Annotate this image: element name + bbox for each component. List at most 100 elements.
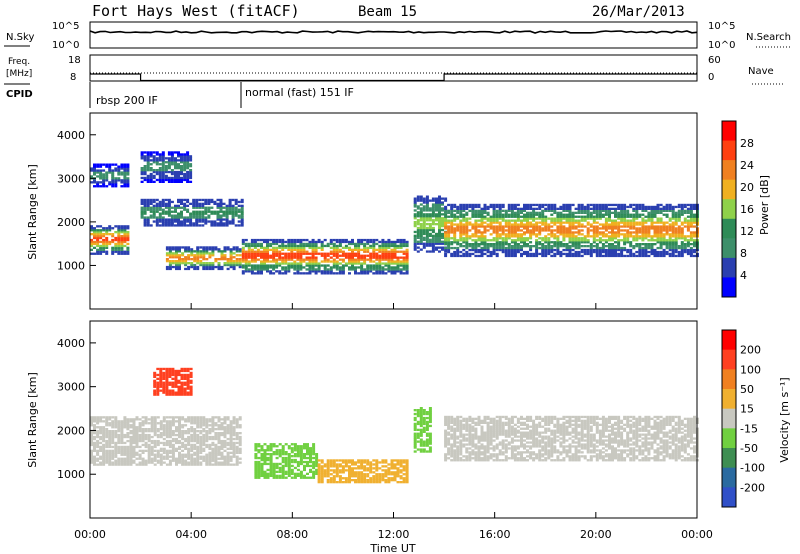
power-cell [238, 263, 242, 267]
power-cell [177, 163, 180, 166]
power-cell [580, 245, 584, 248]
velocity-cell [132, 433, 136, 437]
power-cell [526, 231, 529, 234]
power-cell [170, 210, 174, 213]
power-cell [604, 213, 608, 216]
velocity-cell [99, 416, 103, 419]
power-cell [638, 205, 642, 209]
velocity-cell [114, 449, 118, 452]
velocity-cell [108, 449, 112, 452]
power-cell [598, 239, 602, 242]
power-cell [222, 222, 226, 225]
velocity-cell [238, 432, 242, 435]
power-cell [459, 237, 463, 240]
power-cell [483, 237, 487, 240]
power-cell [302, 246, 306, 249]
power-cell [99, 177, 103, 180]
power-cell [541, 248, 545, 252]
power-cell [438, 205, 441, 208]
velocity-cell [165, 371, 169, 375]
velocity-cell [181, 453, 185, 456]
power-cell [489, 252, 493, 256]
power-cell [647, 207, 651, 210]
power-cell [317, 252, 321, 255]
power-cell [532, 229, 536, 232]
velocity-cell [102, 457, 106, 460]
power-cell [689, 205, 693, 209]
power-cell [468, 229, 472, 232]
velocity-cell [132, 441, 136, 445]
power-cell [435, 199, 438, 202]
power-cell [653, 252, 657, 256]
power-cell [231, 214, 235, 217]
velocity-cell [187, 449, 191, 452]
velocity-cell [96, 439, 100, 443]
velocity-cell [114, 455, 118, 458]
power-cell [574, 219, 578, 222]
velocity-cell [132, 451, 136, 454]
power-cell [152, 157, 156, 160]
power-cell [396, 244, 400, 248]
power-cell [105, 233, 109, 236]
power-cell [96, 229, 100, 232]
velocity-cell [141, 449, 145, 452]
power-cell [650, 243, 654, 246]
power-cell [196, 248, 200, 251]
power-cell [222, 214, 226, 217]
power-cell [547, 203, 551, 207]
power-cell [680, 211, 684, 214]
power-cell [214, 246, 218, 249]
power-cell [360, 264, 364, 267]
power-cell [614, 213, 617, 216]
velocity-cell [123, 453, 127, 456]
power-cell [207, 216, 211, 219]
power-cell [93, 173, 96, 176]
power-cell [465, 246, 469, 250]
power-cell [428, 199, 432, 202]
power-cell [577, 243, 581, 246]
velocity-cell [223, 461, 227, 464]
velocity-cell [159, 389, 163, 392]
velocity-cell [123, 445, 127, 449]
power-cell [604, 203, 608, 207]
power-cell [111, 185, 115, 188]
velocity-cell [153, 389, 157, 392]
power-cell [483, 221, 487, 224]
power-cell [529, 225, 533, 228]
power-cell [123, 238, 127, 242]
power-cell [155, 202, 159, 205]
power-cell [489, 215, 493, 218]
velocity-cell [202, 455, 206, 458]
power-cell [495, 217, 499, 220]
velocity-cell [254, 468, 258, 472]
velocity-cell [93, 463, 96, 466]
power-cell [344, 256, 348, 259]
power-cell [456, 217, 460, 220]
power-cell [529, 241, 533, 244]
velocity-cell [153, 391, 157, 394]
power-cell [647, 211, 651, 214]
power-cell [665, 239, 669, 242]
power-cell [186, 174, 190, 178]
power-cell [111, 175, 115, 178]
power-cell [372, 272, 376, 275]
power-cell [302, 244, 306, 248]
velocity-cell [162, 375, 166, 378]
power-cell [272, 248, 276, 251]
power-cell [256, 244, 260, 248]
power-cell [146, 167, 150, 170]
power-cell [477, 235, 481, 238]
power-cell [689, 213, 693, 216]
power-cell [329, 242, 333, 246]
power-cell [501, 243, 505, 246]
power-cell [516, 235, 520, 238]
power-cell [232, 263, 236, 267]
velocity-cell [117, 424, 121, 427]
velocity-cell [235, 455, 239, 458]
power-cell [93, 231, 96, 234]
power-cell [363, 238, 367, 242]
nave-tick-bottom: 0 [708, 72, 714, 83]
power-cell [228, 210, 232, 213]
power-cell [314, 252, 318, 255]
power-cell [225, 218, 229, 221]
